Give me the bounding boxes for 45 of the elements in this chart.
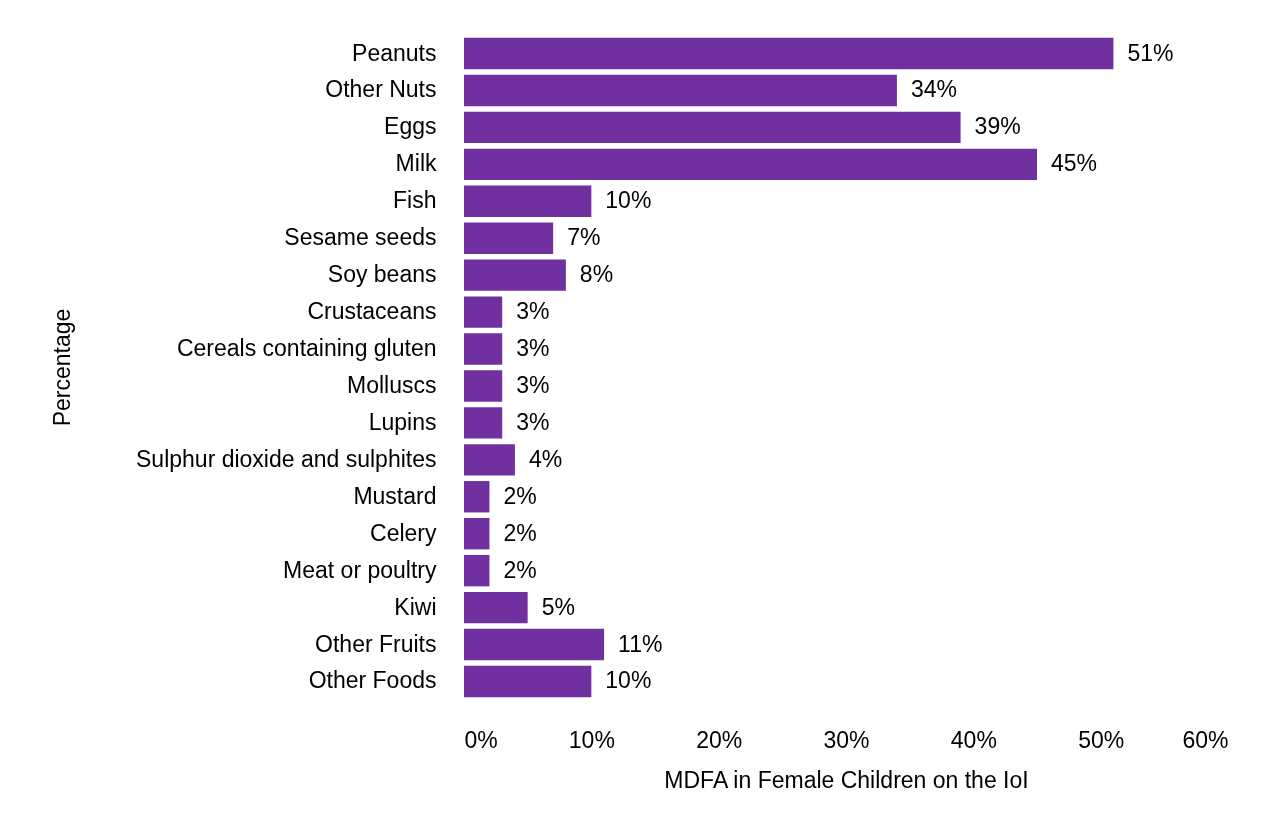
data-label: 3% [516, 335, 550, 362]
data-label: 2% [503, 482, 537, 509]
x-tick-label: 60% [1182, 726, 1229, 753]
y-tick-label: Other Foods [308, 667, 437, 694]
x-tick-label: 0% [464, 726, 498, 753]
data-label: 39% [974, 113, 1021, 140]
y-tick-label: Molluscs [347, 371, 437, 398]
data-label: 51% [1127, 39, 1174, 66]
y-tick-label: Other Fruits [315, 630, 437, 657]
x-tick-label: 20% [696, 726, 743, 753]
x-tick-label: 40% [950, 726, 997, 753]
y-tick-label: Cereals containing gluten [176, 335, 437, 362]
y-tick-label: Eggs [384, 113, 437, 140]
y-tick-label: Soy beans [327, 261, 437, 288]
data-label: 2% [503, 519, 537, 546]
y-tick-label: Crustaceans [307, 298, 437, 325]
data-label: 3% [516, 408, 550, 435]
x-tick-label: 50% [1078, 726, 1125, 753]
data-label: 3% [516, 371, 550, 398]
data-label: 10% [605, 667, 652, 694]
y-axis-title: Percentage [48, 308, 75, 427]
data-label: 4% [528, 445, 563, 472]
data-label: 34% [910, 76, 957, 103]
y-tick-label: Sesame seeds [284, 224, 437, 251]
y-tick-label: Kiwi [394, 593, 437, 620]
data-label: 45% [1051, 150, 1098, 177]
y-tick-label: Celery [370, 519, 437, 546]
x-tick-label: 30% [823, 726, 870, 753]
y-tick-label: Other Nuts [325, 76, 437, 103]
data-label: 3% [516, 298, 550, 325]
y-tick-label: Peanuts [352, 39, 437, 66]
y-tick-label: Fish [393, 187, 437, 214]
y-tick-label: Meat or poultry [283, 556, 437, 583]
y-tick-label: Sulphur dioxide and sulphites [136, 445, 437, 472]
y-tick-label: Mustard [353, 482, 437, 509]
y-tick-label: Milk [395, 150, 437, 177]
x-axis-title: MDFA in Female Children on the IoI [664, 766, 1029, 793]
data-label: 10% [605, 187, 652, 214]
data-label: 11% [618, 630, 663, 657]
data-label: 2% [503, 556, 537, 583]
data-label: 7% [567, 224, 601, 251]
y-tick-label: Lupins [368, 408, 437, 435]
x-tick-label: 10% [568, 726, 615, 753]
data-label: 5% [541, 593, 575, 620]
data-label: 8% [579, 261, 614, 288]
